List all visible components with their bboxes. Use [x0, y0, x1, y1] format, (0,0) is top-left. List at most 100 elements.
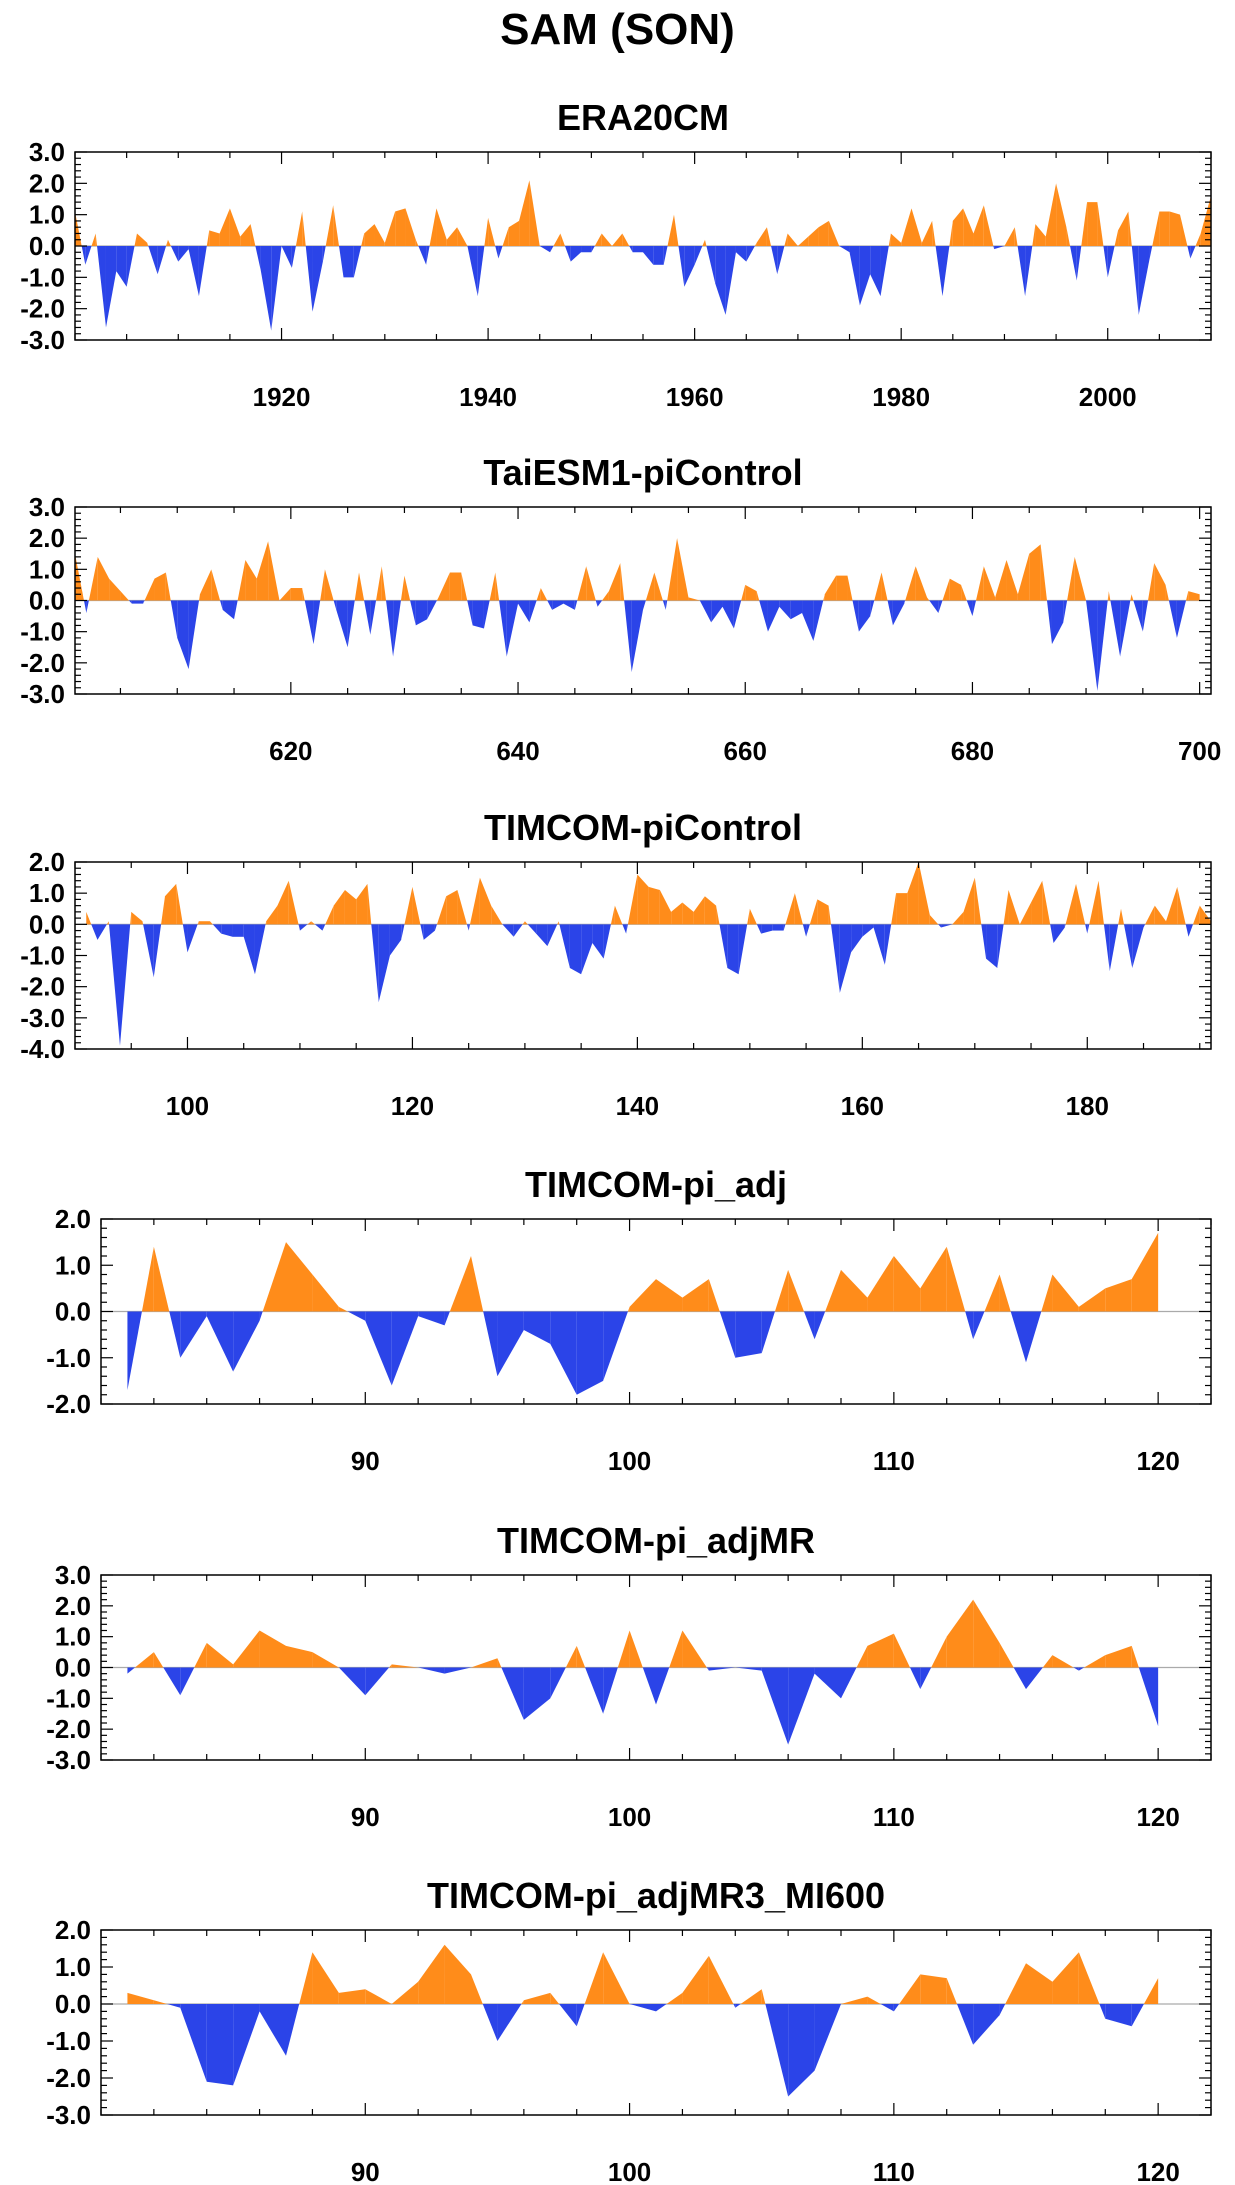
positive-area: [312, 1274, 339, 1312]
positive-area: [312, 1652, 339, 1668]
positive-area: [673, 214, 679, 246]
positive-area: [899, 1974, 921, 2004]
negative-area: [814, 1311, 826, 1340]
negative-area: [935, 246, 943, 297]
positive-area: [797, 236, 809, 246]
x-tick-label: 700: [1178, 736, 1221, 766]
chart-panel-5: TIMCOM-pi_adjMR -3.0-2.0-1.00.01.02.03.0 9…: [46, 1520, 1212, 1832]
positive-area: [677, 538, 689, 601]
negative-area: [143, 600, 145, 604]
positive-area: [436, 208, 447, 246]
positive-area: [602, 591, 609, 601]
negative-area: [393, 600, 401, 657]
positive-area: [787, 233, 798, 246]
positive-area: [1029, 544, 1041, 601]
positive-area: [756, 227, 767, 246]
negative-area: [1105, 2004, 1132, 2027]
negative-area: [665, 600, 668, 610]
negative-area: [444, 1667, 471, 1674]
negative-area: [603, 924, 611, 959]
negative-area: [365, 1667, 390, 1696]
negative-area: [884, 924, 892, 965]
negative-area: [929, 600, 939, 613]
negative-area: [851, 924, 863, 953]
negative-area: [1097, 600, 1108, 691]
positive-area: [1052, 1952, 1079, 2004]
positive-area: [523, 1992, 551, 2004]
negative-area: [893, 2004, 900, 2012]
positive-area: [576, 1645, 586, 1668]
positive-area: [1014, 227, 1018, 246]
y-tick-label: 1.0: [29, 878, 65, 908]
y-tick-label: 1.0: [55, 1622, 91, 1652]
positive-area: [91, 233, 96, 246]
positive-area: [693, 896, 705, 925]
positive-area: [471, 1974, 483, 2004]
positive-area: [1128, 211, 1132, 246]
negative-area: [735, 246, 747, 262]
negative-area: [941, 924, 953, 928]
positive-area: [896, 893, 908, 925]
negative-area: [603, 1667, 618, 1714]
chart-panel-2: TaiESM1-piControl -3.0-2.0-1.00.01.02.03.…: [20, 452, 1221, 766]
negative-area: [849, 246, 860, 306]
positive-area: [389, 1664, 392, 1668]
negative-area: [1120, 600, 1131, 657]
negative-area: [880, 2004, 894, 2012]
positive-area: [497, 1658, 502, 1668]
positive-area: [154, 572, 166, 601]
y-tick-label: -2.0: [46, 2063, 91, 2093]
negative-area: [271, 246, 282, 331]
negative-area: [839, 246, 850, 253]
positive-area: [648, 886, 660, 925]
positive-area: [667, 538, 678, 601]
positive-area: [905, 566, 916, 601]
negative-area: [472, 600, 484, 629]
positive-area: [984, 1274, 1000, 1312]
negative-area: [1132, 924, 1144, 968]
negative-area: [198, 246, 207, 297]
negative-area: [859, 246, 871, 306]
negative-area: [91, 924, 98, 940]
negative-area: [1026, 1311, 1042, 1363]
positive-area: [637, 874, 649, 925]
negative-area: [629, 2004, 656, 2012]
positive-area: [932, 220, 936, 246]
positive-area: [307, 921, 312, 925]
negative-area: [761, 1311, 775, 1354]
positive-area: [891, 893, 897, 925]
positive-area: [540, 588, 548, 601]
negative-area: [735, 1667, 762, 1671]
positive-area: [1005, 1963, 1026, 2004]
positive-area: [86, 911, 92, 925]
negative-area: [127, 1667, 135, 1674]
negative-area: [1143, 924, 1146, 928]
negative-area: [1017, 246, 1026, 297]
negative-area: [788, 2004, 815, 2097]
positive-area: [471, 1256, 484, 1312]
negative-area: [576, 2004, 585, 2027]
positive-area: [376, 566, 382, 601]
positive-area: [471, 1658, 498, 1668]
negative-area: [1010, 1311, 1026, 1363]
negative-area: [802, 600, 814, 642]
negative-area: [733, 2004, 736, 2008]
negative-area: [148, 246, 158, 275]
positive-area: [130, 911, 132, 925]
y-tick-label: -1.0: [20, 617, 65, 647]
positive-area: [867, 1996, 881, 2004]
negative-area: [259, 1311, 263, 1321]
y-tick-label: -3.0: [20, 679, 65, 709]
y-tick-label: -2.0: [20, 294, 65, 324]
negative-area: [234, 600, 238, 620]
positive-area: [245, 559, 257, 601]
negative-area: [1188, 924, 1194, 937]
x-tick-label: 1920: [253, 382, 311, 412]
positive-area: [1166, 886, 1178, 925]
positive-area: [682, 1630, 707, 1668]
negative-area: [1078, 1667, 1085, 1671]
negative-area: [576, 1311, 604, 1395]
positive-area: [704, 896, 717, 925]
negative-area: [550, 1311, 577, 1395]
negative-area: [777, 246, 785, 275]
